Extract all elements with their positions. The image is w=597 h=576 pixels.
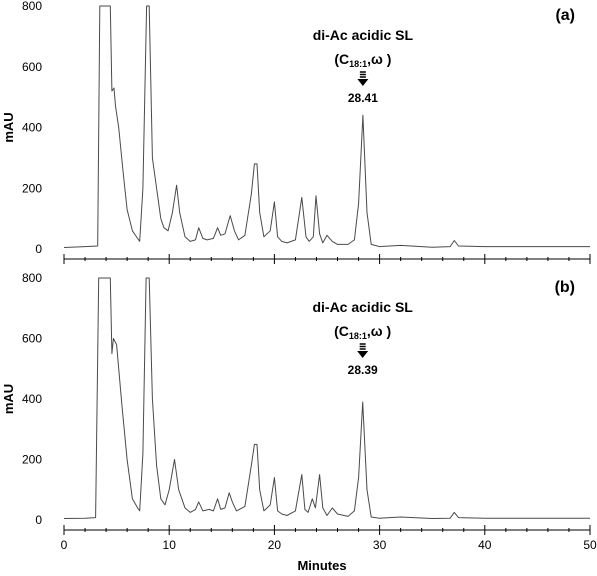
annotation-formula: (C18:1,ω ) [334,51,391,69]
x-tick-label: 20 [268,538,282,552]
y-tick-label: 600 [22,332,42,346]
x-tick-label: 0 [61,538,68,552]
chart-panel-b: 0 200 400 600 800 mAU 0 10 20 30 40 50 Minutes (b) di-… [1,271,597,573]
formula-suffix: ,ω ) [367,51,391,67]
formula-subscript: 18:1 [349,59,367,69]
formula-prefix: (C [334,323,349,339]
annotation-compound-name: di-Ac acidic SL [313,27,414,43]
y-tick-label: 200 [22,181,42,195]
chromatogram-trace [63,277,590,519]
formula-suffix: ,ω ) [367,323,391,339]
chromatogram-trace [63,5,590,248]
retention-time-label: 28.39 [348,363,378,377]
y-tick-label: 800 [22,0,42,13]
down-arrow-icon [357,79,369,86]
y-tick-label: 0 [35,513,42,527]
y-tick-label: 400 [22,392,42,406]
x-tick-label: 10 [163,538,177,552]
x-tick-label: 40 [478,538,492,552]
annotation-compound-name: di-Ac acidic SL [312,299,413,315]
x-tick-label: 50 [583,538,597,552]
annotation-formula: (C18:1,ω ) [334,323,391,341]
y-tick-label: 400 [22,121,42,135]
panel-label: (a) [555,7,575,24]
y-tick-label: 200 [22,453,42,467]
formula-subscript: 18:1 [349,331,367,341]
formula-prefix: (C [334,51,349,67]
y-axis-title: mAU [1,112,16,142]
down-arrow-icon [357,351,369,358]
chart-panel-a: 0 200 400 600 800 mAU (a) di-Ac acidic SL (C18:1… [1,0,591,264]
y-axis-title: mAU [1,384,16,414]
x-tick-label: 30 [373,538,387,552]
y-tick-label: 0 [35,242,42,256]
retention-time-label: 28.41 [348,91,378,105]
y-tick-label: 800 [22,271,42,285]
x-axis-title: Minutes [297,558,346,573]
panel-label: (b) [555,279,575,296]
y-tick-label: 600 [22,60,42,74]
